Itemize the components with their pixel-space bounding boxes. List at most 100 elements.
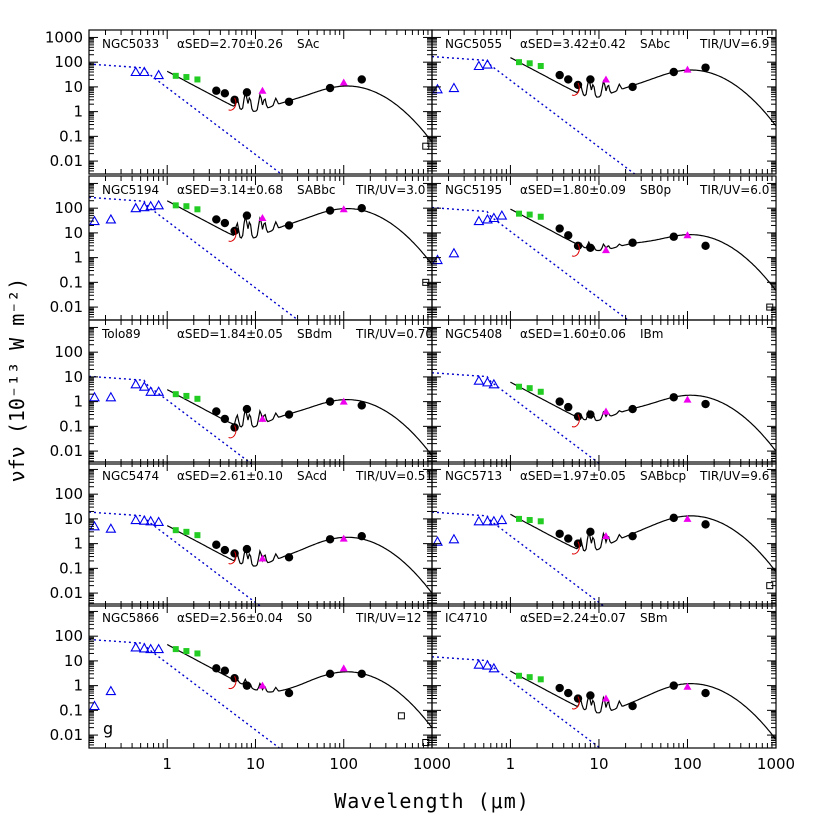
mir-point <box>339 205 348 213</box>
plot-area <box>89 638 432 748</box>
ir-point <box>284 221 294 230</box>
sed-model-line <box>166 389 432 456</box>
ir-point <box>357 669 366 679</box>
ir-point <box>564 402 573 412</box>
stellar-model-line <box>89 375 253 464</box>
mir-point <box>601 407 610 415</box>
tir-uv-label: TIR/UV=6.0 <box>699 183 769 197</box>
alpha-sed-label: αSED=2.70±0.26 <box>177 37 283 51</box>
ir-point <box>573 80 583 90</box>
nir-point <box>194 206 201 213</box>
ir-point <box>325 397 335 406</box>
panel-ngc5033: NGC5033 αSED=2.70±0.26 SAc 1000 100 10 1 0.1 0.0… <box>45 28 433 175</box>
uv-point <box>105 685 117 696</box>
stellar-model-line <box>89 63 283 174</box>
uv-point <box>145 200 157 211</box>
stellar-model-line <box>89 511 262 606</box>
panel-frame <box>431 319 777 465</box>
uv-point <box>130 514 142 525</box>
nir-point <box>183 528 190 535</box>
panel-frame <box>88 29 433 175</box>
panel-ngc5194: NGC5194 αSED=3.14±0.68 SABbc TIR/UV=3.0 100 1… <box>50 175 433 321</box>
nir-point <box>537 388 544 395</box>
panel-frame <box>88 461 433 607</box>
uv-point <box>482 376 493 387</box>
morph-type: SAcd <box>297 469 327 483</box>
ir-point <box>555 70 564 80</box>
uv-point <box>488 662 500 673</box>
nir-point <box>537 213 544 220</box>
uv-point <box>130 66 142 77</box>
uv-point <box>488 515 500 526</box>
sed-model-line <box>166 643 432 729</box>
irs-spectrum <box>571 541 580 555</box>
irs-spectrum <box>228 551 237 565</box>
ir-point <box>555 224 564 233</box>
panel-frame <box>431 461 777 607</box>
nir-point <box>183 203 190 210</box>
stellar-model-line <box>432 511 605 606</box>
ir-point <box>701 399 710 409</box>
stellar-model-line <box>89 196 300 320</box>
alpha-sed-label: αSED=1.80±0.09 <box>520 183 626 197</box>
mir-point <box>601 694 610 702</box>
morph-type: SAbc <box>640 37 670 51</box>
uv-point <box>130 202 142 213</box>
y-tick-label: 0.01 <box>50 442 83 460</box>
sed-model-line <box>166 200 432 265</box>
mir-point <box>258 214 267 222</box>
morph-type: SABbcp <box>640 469 686 483</box>
mir-point <box>683 682 692 690</box>
x-axis-label: Wavelength (μm) <box>334 789 530 813</box>
panel-ngc5055: NGC5055 αSED=3.42±0.42 SAbc TIR/UV=6.9 <box>431 29 777 175</box>
galaxy-name: NGC5195 <box>445 183 502 197</box>
uv-point <box>89 391 100 402</box>
mir-point <box>683 65 692 73</box>
nir-point <box>516 672 523 679</box>
nir-point <box>526 674 533 681</box>
ir-point <box>284 688 294 698</box>
ir-point <box>212 86 221 95</box>
x-tick-label: 1000 <box>757 755 795 773</box>
nir-point <box>537 62 544 69</box>
uv-point <box>138 515 150 525</box>
nir-point <box>537 676 544 683</box>
irs-spectrum <box>228 97 237 111</box>
ir-point <box>357 75 366 84</box>
alpha-sed-label: αSED=1.60±0.06 <box>520 327 626 341</box>
ir-point <box>628 404 637 414</box>
galaxy-name: NGC5194 <box>102 183 159 197</box>
irs-spectrum <box>571 82 580 96</box>
tir-uv-label: TIR/UV=0.70 <box>355 327 433 341</box>
panel-frame <box>88 603 433 749</box>
nir-point <box>516 383 523 390</box>
mir-point <box>258 86 267 94</box>
plot-area <box>89 375 432 464</box>
uv-point <box>473 60 485 71</box>
uv-point <box>482 213 493 224</box>
ir-point <box>242 211 252 220</box>
ir-point <box>628 701 637 711</box>
morph-type: SB0p <box>640 183 671 197</box>
ir-point <box>284 97 294 106</box>
y-tick-label: 100 <box>54 485 83 503</box>
uv-point <box>448 82 460 93</box>
ir-point <box>586 75 595 84</box>
nir-point <box>516 210 523 217</box>
uv-point <box>432 536 443 546</box>
sed-model-line <box>166 70 432 143</box>
panel-frame <box>88 319 433 465</box>
ir-point <box>701 688 710 698</box>
mir-point <box>258 554 267 562</box>
mir-point <box>258 414 267 422</box>
nir-point <box>526 517 533 524</box>
uv-point <box>145 515 157 526</box>
y-tick-label: 0.01 <box>50 726 83 744</box>
mir-point <box>683 514 692 522</box>
y-tick-label: 100 <box>54 199 83 217</box>
ir-point <box>220 218 230 228</box>
panel-letter: g <box>103 719 113 738</box>
y-tick-label: 1000 <box>45 28 83 46</box>
galaxy-name: NGC5474 <box>102 469 159 483</box>
nir-point <box>172 72 179 79</box>
